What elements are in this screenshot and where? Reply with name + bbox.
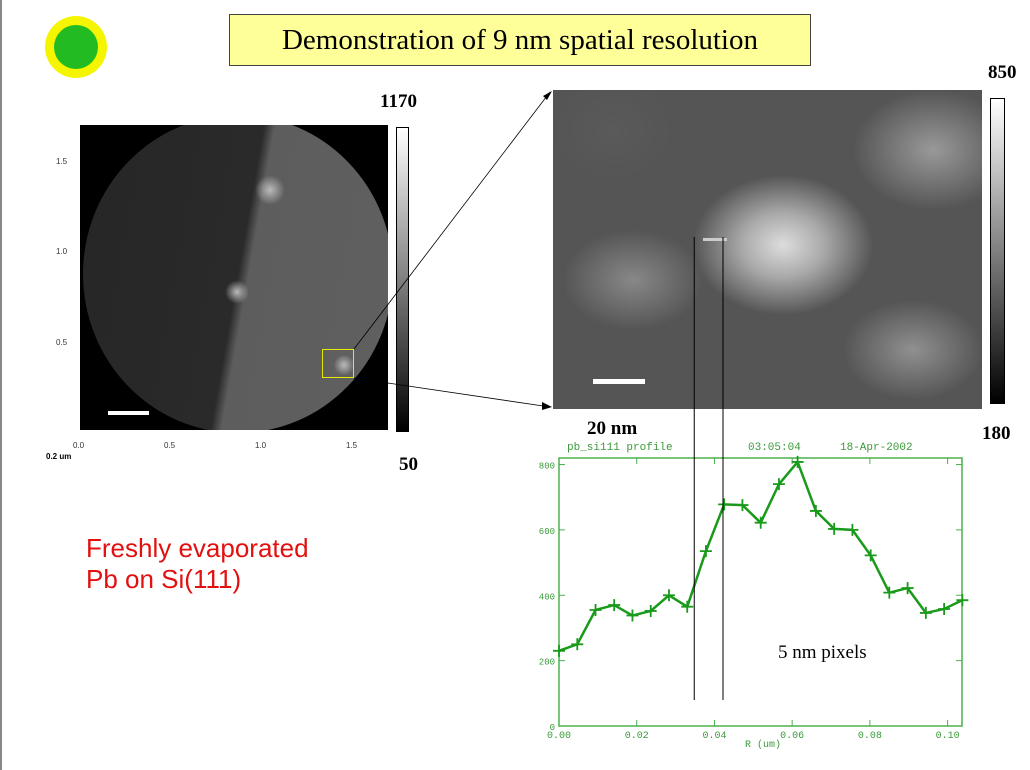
left-colorbar-max: 1170: [380, 91, 417, 112]
data-point: [662, 589, 675, 602]
x-axis-label: R (um): [745, 739, 781, 751]
data-point: [828, 522, 841, 535]
left-colorbar-min: 50: [399, 454, 418, 475]
data-point: [736, 499, 749, 512]
scale-bar: [108, 411, 149, 415]
chart-title: pb_si111 profile: [567, 442, 673, 454]
zoom-region-box: [322, 349, 354, 378]
data-point: [956, 594, 969, 607]
right-colorbar: [990, 98, 1005, 404]
data-point: [864, 549, 877, 562]
y-tick-label: 0: [550, 723, 555, 733]
y-tick-label: 600: [539, 527, 555, 537]
data-point: [919, 606, 932, 619]
data-point: [718, 498, 731, 511]
x-tick: 0.0: [73, 441, 85, 450]
x-tick: 1.5: [346, 441, 358, 450]
data-point: [681, 600, 694, 613]
data-point: [699, 545, 712, 558]
data-point: [626, 609, 639, 622]
data-point: [608, 599, 621, 612]
sample-overview-image: [80, 125, 388, 430]
x-tick: 1.0: [255, 441, 267, 450]
data-point: [938, 602, 951, 615]
data-point: [883, 586, 896, 599]
data-point: [772, 478, 785, 491]
x-tick-label: 0.04: [702, 731, 726, 742]
x-tick-label: 0.08: [858, 731, 882, 742]
arrowhead-icon: [543, 91, 552, 100]
data-point: [644, 604, 657, 617]
data-point: [846, 523, 859, 536]
right-scale-label: 20 nm: [587, 418, 638, 439]
scale-label: 0.2 um: [46, 452, 72, 461]
pixel-size-note: 5 nm pixels: [778, 642, 867, 663]
zoomed-image: [553, 90, 982, 409]
slide-title: Demonstration of 9 nm spatial resolution: [229, 14, 811, 66]
logo-icon: [45, 16, 107, 78]
slide-edge: [0, 0, 2, 770]
sample-caption: Freshly evaporated Pb on Si(111): [86, 533, 309, 595]
plot-frame: [558, 457, 963, 727]
data-point: [901, 582, 914, 595]
y-tick-label: 200: [539, 658, 555, 668]
caption-line: Pb on Si(111): [86, 564, 242, 594]
data-point: [589, 603, 602, 616]
y-tick-label: 800: [539, 462, 555, 472]
right-colorbar-max: 850: [988, 62, 1017, 83]
chart-time: 03:05:04: [748, 442, 801, 454]
scale-bar: [593, 379, 645, 384]
x-tick-label: 0.00: [547, 731, 571, 742]
x-tick: 0.5: [164, 441, 176, 450]
arrowhead-icon: [542, 402, 552, 410]
data-point: [754, 516, 767, 529]
y-tick-label: 400: [539, 592, 555, 602]
left-colorbar: [396, 127, 409, 432]
data-point: [791, 455, 804, 468]
y-tick: 1.5: [56, 157, 68, 166]
profile-line: [703, 238, 727, 241]
x-tick-label: 0.02: [625, 731, 649, 742]
y-tick: 0.5: [56, 338, 68, 347]
zoom-connector: [353, 377, 551, 408]
x-tick-label: 0.10: [936, 731, 960, 742]
right-colorbar-min: 180: [982, 423, 1011, 444]
x-tick-label: 0.06: [780, 731, 804, 742]
data-point: [571, 638, 584, 651]
zoom-connector: [353, 91, 551, 350]
data-point: [809, 504, 822, 517]
y-tick: 1.0: [56, 247, 68, 256]
caption-line: Freshly evaporated: [86, 533, 309, 563]
profile-series-line: [558, 459, 963, 653]
chart-date: 18-Apr-2002: [840, 442, 913, 454]
data-point: [553, 644, 565, 657]
